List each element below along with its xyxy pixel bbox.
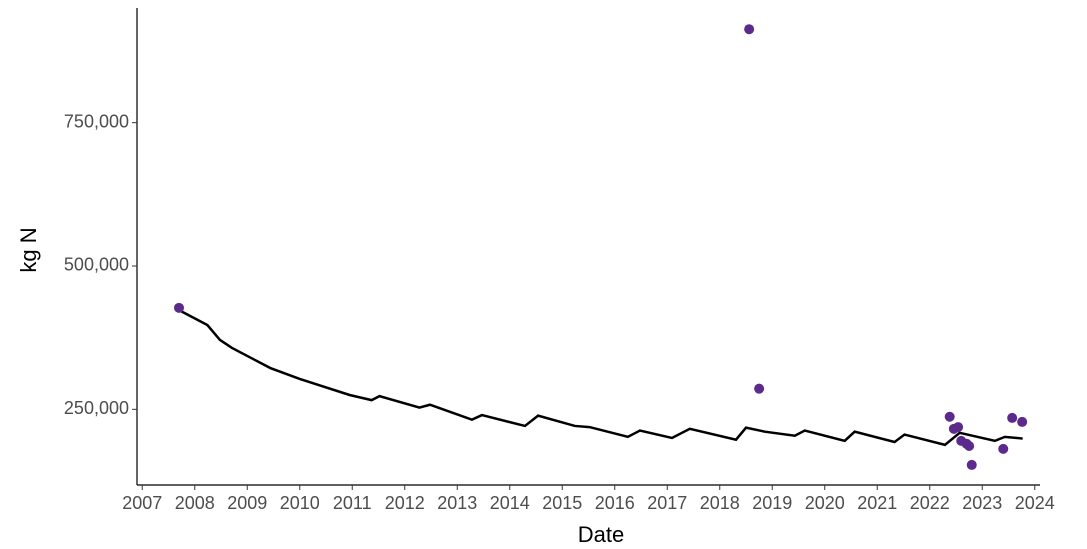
- x-tick-label: 2015: [542, 493, 582, 513]
- x-tick-label: 2023: [962, 493, 1002, 513]
- y-tick-label: 500,000: [64, 255, 129, 275]
- x-tick-label: 2021: [857, 493, 897, 513]
- data-point: [944, 411, 955, 422]
- x-tick-label: 2016: [595, 493, 635, 513]
- x-tick-label: 2013: [437, 493, 477, 513]
- x-tick-label: 2012: [385, 493, 425, 513]
- x-tick-label: 2018: [700, 493, 740, 513]
- x-tick-label: 2009: [227, 493, 267, 513]
- data-point: [174, 302, 184, 313]
- x-tick-label: 2007: [122, 493, 162, 513]
- x-tick-label: 2024: [1015, 493, 1055, 513]
- y-axis-title: kg N: [16, 227, 41, 272]
- y-tick-label: 250,000: [64, 398, 129, 418]
- x-tick-label: 2022: [910, 493, 950, 513]
- x-tick-label: 2014: [490, 493, 530, 513]
- data-point: [966, 459, 977, 470]
- data-point: [1007, 412, 1018, 423]
- x-tick-label: 2010: [280, 493, 320, 513]
- data-point: [1017, 416, 1028, 427]
- x-axis-title: Date: [578, 522, 624, 547]
- data-point: [754, 383, 765, 394]
- trend-line: [178, 309, 1023, 447]
- data-point: [744, 24, 755, 35]
- x-tick-label: 2008: [175, 493, 215, 513]
- data-point: [953, 422, 964, 433]
- x-tick-label: 2011: [333, 493, 372, 513]
- x-tick-label: 2017: [647, 493, 687, 513]
- data-point: [964, 441, 975, 452]
- y-tick-label: 750,000: [64, 111, 129, 131]
- data-point: [998, 443, 1009, 454]
- x-tick-label: 2019: [752, 493, 792, 513]
- x-tick-label: 2020: [805, 493, 845, 513]
